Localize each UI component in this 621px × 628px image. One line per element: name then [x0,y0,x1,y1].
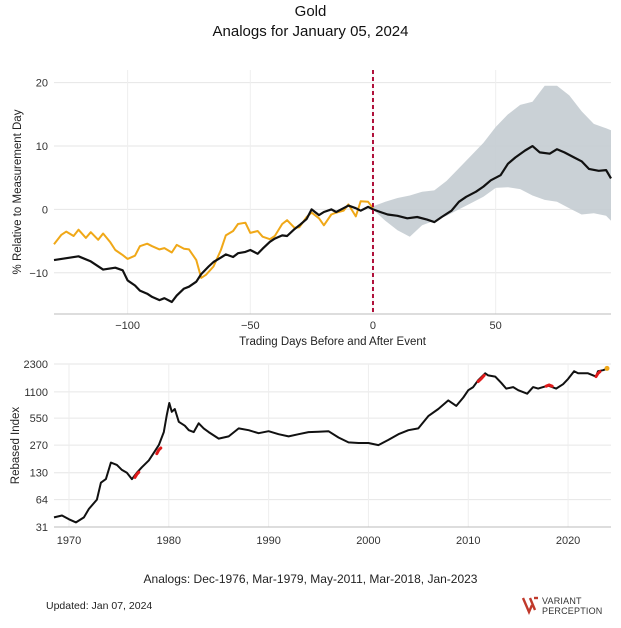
analog-highlight-segment [544,383,554,388]
analog-composite-line [53,145,612,304]
bottom-xtick-label: 1990 [256,535,280,547]
analog-highlight-segment [594,370,602,379]
bottom-xtick-label: 1970 [57,535,81,547]
analog-highlight-segment [155,446,163,456]
current-point-marker [604,365,610,371]
bottom-xtick-label: 1980 [157,535,181,547]
bottom-ytick-label: 550 [30,413,48,425]
current-series-line [53,200,374,279]
logo-line2: PERCEPTION [542,606,603,616]
top-y-axis-label: % Relative to Measurement Day [12,109,24,274]
top-xtick-label: 0 [370,320,376,332]
top-ytick-label: 10 [36,141,48,153]
top-ytick-label: 20 [36,78,48,90]
logo-text: VARIANT PERCEPTION [542,596,603,616]
bottom-ytick-label: 31 [36,522,48,534]
analogs-caption: Analogs: Dec-1976, Mar-1979, May-2011, M… [143,572,478,586]
analog-highlight-segment [133,470,141,479]
bottom-xtick-label: 2020 [556,535,580,547]
bottom-y-axis-label: Rebased Index [10,407,22,485]
variant-perception-logo: VARIANT PERCEPTION [520,594,616,618]
bottom-ytick-label: 270 [30,440,48,452]
updated-date: Updated: Jan 07, 2024 [46,600,153,612]
bottom-xtick-label: 2000 [356,535,380,547]
top-xtick-label: −50 [241,320,260,332]
top-xtick-label: −100 [115,320,140,332]
top-ytick-label: −10 [29,268,48,280]
analog-highlight-segment [476,373,486,383]
top-ytick-label: 0 [42,204,48,216]
chart-subtitle: Analogs for January 05, 2024 [212,23,409,40]
bottom-ytick-label: 64 [36,495,48,507]
bottom-ytick-label: 1100 [24,387,48,399]
top-xtick-label: 50 [490,320,502,332]
logo-mark-icon [521,596,538,616]
chart-title: Gold [294,3,327,20]
bottom-xtick-label: 2010 [456,535,480,547]
logo-line1: VARIANT [542,596,582,606]
analog-range-band [373,85,611,237]
bottom-ytick-label: 130 [30,468,48,480]
bottom-ytick-label: 2300 [24,359,48,371]
top-x-axis-label: Trading Days Before and After Event [239,336,427,348]
